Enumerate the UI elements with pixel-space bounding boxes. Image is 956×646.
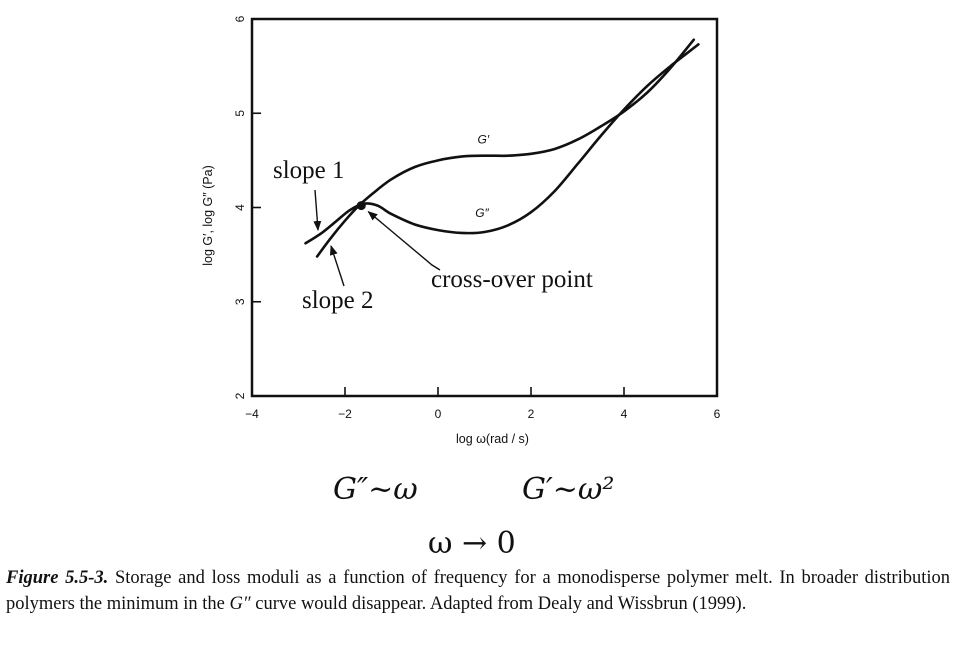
equation-g-prime: G′~ω²	[522, 472, 615, 507]
crossover-point-marker	[356, 201, 366, 211]
x-tick-label: 2	[528, 407, 535, 421]
y-tick-label: 4	[233, 204, 247, 211]
equation-g-double-prime: G″~ω	[333, 472, 418, 507]
caption-symbol: G″	[229, 594, 251, 614]
x-tick-label: 4	[621, 407, 628, 421]
arrow-slope-1	[313, 189, 322, 231]
x-tick-label: −4	[245, 407, 259, 421]
x-tick-label: 0	[435, 407, 442, 421]
y-tick-label: 2	[233, 392, 247, 399]
caption-text-part2: curve would disappear. Adapted from Deal…	[250, 594, 747, 614]
caption-text-part1: Storage and loss moduli as a function of…	[6, 568, 950, 614]
annotation-slope-1: slope 1	[273, 157, 345, 184]
x-tick-label: 6	[714, 407, 721, 421]
curve-label-g-double-prime: G″	[475, 206, 489, 220]
annotation-crossover-point: cross-over point	[431, 266, 593, 293]
arrow-slope-2	[329, 245, 345, 287]
y-tick-label: 5	[233, 110, 247, 117]
y-tick-label: 6	[233, 15, 247, 22]
y-tick-label: 3	[233, 298, 247, 305]
x-axis-title: log ω(rad / s)	[456, 432, 529, 446]
curves	[304, 38, 700, 258]
caption-label: Figure 5.5-3.	[6, 568, 109, 588]
x-tick-label: −2	[338, 407, 352, 421]
moduli-chart: −4 −2 0 2 4 6 2 3 4 5 6 log ω(rad / s) log G′, log…	[201, 15, 721, 446]
equation-omega-limit: ω → 0	[428, 526, 516, 561]
series-line-g-prime	[315, 38, 696, 258]
annotation-slope-2: slope 2	[302, 287, 374, 314]
curve-label-g-prime: G′	[478, 132, 490, 146]
axis-ticks: −4 −2 0 2 4 6 2 3 4 5 6	[233, 15, 720, 421]
figure-caption: Figure 5.5-3. Storage and loss moduli as…	[6, 565, 950, 617]
arrow-crossover-point	[367, 210, 441, 271]
series-line-g-double-prime	[304, 43, 700, 245]
y-axis-title: log G′, log G″ (Pa)	[201, 165, 215, 266]
